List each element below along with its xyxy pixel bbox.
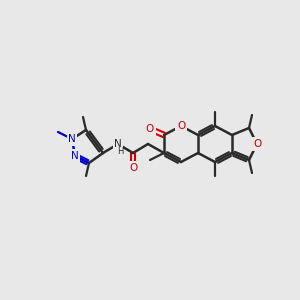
- Text: O: O: [129, 163, 137, 173]
- Text: N: N: [114, 139, 122, 149]
- Text: O: O: [177, 121, 185, 131]
- Text: N: N: [71, 151, 79, 161]
- Text: N: N: [68, 134, 76, 144]
- Text: H: H: [117, 148, 123, 157]
- Text: O: O: [146, 124, 154, 134]
- Text: O: O: [253, 139, 261, 149]
